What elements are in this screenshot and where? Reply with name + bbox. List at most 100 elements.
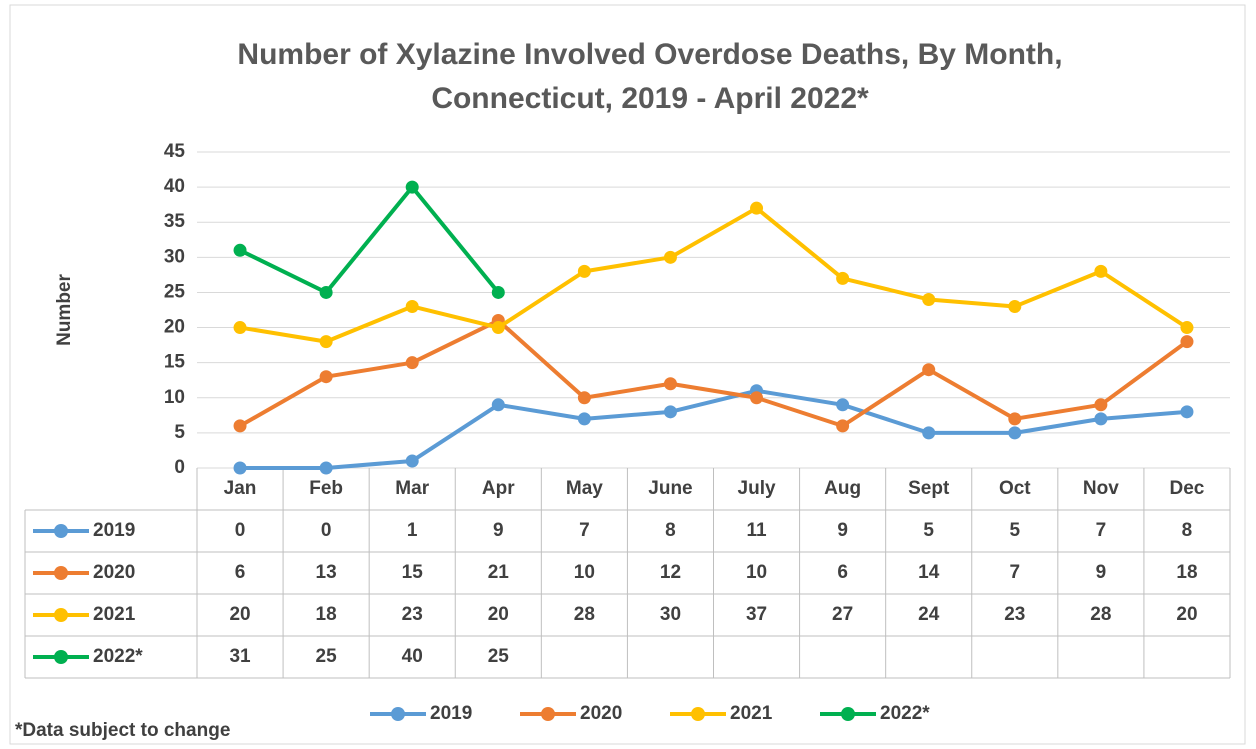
table-cell: 9 (493, 520, 504, 541)
x-tick-label: May (566, 478, 603, 499)
data-point (577, 264, 591, 278)
data-point (1008, 426, 1022, 440)
data-point (233, 321, 247, 335)
series-line (239, 318, 1189, 428)
data-point (319, 370, 333, 384)
table-cell: 6 (235, 562, 246, 583)
table-key-marker (54, 524, 68, 538)
table-cell: 23 (1004, 604, 1025, 625)
table-cell: 25 (488, 646, 510, 667)
data-point (405, 454, 419, 468)
data-point (1180, 405, 1194, 419)
data-point (663, 377, 677, 391)
table-cell: 6 (837, 562, 848, 583)
chart-title: Connecticut, 2019 - April 2022* (431, 82, 869, 115)
data-point (1094, 412, 1108, 426)
table-cell: 9 (1096, 562, 1107, 583)
y-tick-label: 15 (164, 352, 186, 373)
legend-label: 2022* (880, 703, 930, 724)
table-cell: 7 (579, 520, 590, 541)
legend-label: 2019 (430, 703, 472, 724)
chart-title: Number of Xylazine Involved Overdose Dea… (237, 38, 1062, 71)
data-point (491, 321, 505, 335)
table-cell: 18 (1176, 562, 1197, 583)
data-point (750, 391, 764, 405)
table-key-label: 2021 (93, 604, 136, 625)
data-point (233, 419, 247, 433)
data-point (233, 243, 247, 257)
table-cell: 15 (402, 562, 424, 583)
x-tick-label: Feb (309, 478, 343, 499)
data-point (922, 363, 936, 377)
series-line (239, 185, 500, 295)
data-point (405, 356, 419, 370)
y-tick-label: 25 (164, 281, 186, 302)
data-point (922, 292, 936, 306)
table-cell: 9 (837, 520, 848, 541)
data-point (319, 461, 333, 475)
table-cell: 11 (746, 520, 767, 541)
data-point (1180, 321, 1194, 335)
table-cell: 20 (229, 604, 250, 625)
x-tick-label: Apr (482, 478, 515, 499)
table-cell: 20 (488, 604, 509, 625)
series-line (239, 206, 1189, 344)
y-tick-label: 20 (164, 317, 185, 338)
data-point (1180, 335, 1194, 349)
y-tick-label: 0 (174, 457, 185, 478)
table-key-label: 2022* (93, 646, 143, 667)
table-cell: 18 (316, 604, 337, 625)
data-point (922, 426, 936, 440)
legend-label: 2020 (580, 703, 622, 724)
x-tick-label: Jan (224, 478, 257, 499)
table-cell: 27 (832, 604, 853, 625)
data-point (663, 250, 677, 264)
table-cell: 8 (665, 520, 676, 541)
data-point (1008, 299, 1022, 313)
table-cell: 23 (402, 604, 423, 625)
y-tick-label: 10 (164, 387, 185, 408)
table-cell: 10 (746, 562, 767, 583)
table-cell: 24 (918, 604, 940, 625)
data-point (577, 391, 591, 405)
data-point (491, 285, 505, 299)
data-point (319, 335, 333, 349)
table-cell: 31 (229, 646, 251, 667)
table-cell: 13 (316, 562, 337, 583)
table-key-label: 2020 (93, 562, 135, 583)
y-tick-label: 45 (164, 141, 186, 162)
x-tick-label: Aug (824, 478, 861, 499)
table-cell: 7 (1096, 520, 1107, 541)
y-tick-label: 35 (164, 211, 186, 232)
x-tick-label: Nov (1083, 478, 1119, 499)
table-cell: 1 (407, 520, 418, 541)
series-line (240, 388, 1188, 470)
data-point (1094, 264, 1108, 278)
legend-marker (391, 707, 405, 721)
data-point (233, 461, 247, 475)
table-key-label: 2019 (93, 520, 135, 541)
table-cell: 37 (746, 604, 767, 625)
data-point (836, 398, 850, 412)
table-cell: 21 (488, 562, 510, 583)
table-cell: 14 (918, 562, 940, 583)
footnote: *Data subject to change (15, 720, 230, 741)
data-point (405, 180, 419, 194)
x-tick-label: Oct (999, 478, 1031, 499)
table-key-marker (54, 566, 68, 580)
table-cell: 8 (1182, 520, 1193, 541)
x-tick-label: Dec (1170, 478, 1205, 499)
data-point (836, 271, 850, 285)
table-cell: 12 (660, 562, 681, 583)
legend-marker (541, 707, 555, 721)
x-tick-label: Mar (395, 478, 429, 499)
data-point (577, 412, 591, 426)
table-cell: 7 (1010, 562, 1021, 583)
table-cell: 20 (1176, 604, 1197, 625)
y-axis-label: Number (54, 274, 75, 346)
data-point (836, 419, 850, 433)
data-point (1094, 398, 1108, 412)
table-key-marker (54, 650, 68, 664)
y-tick-label: 30 (164, 246, 185, 267)
